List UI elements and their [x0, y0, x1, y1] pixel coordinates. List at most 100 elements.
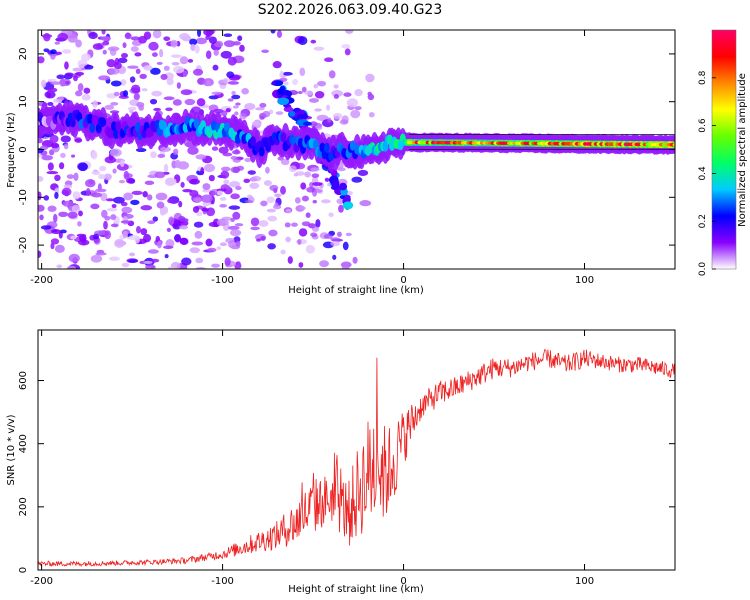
- heatmap-cell: [102, 49, 107, 55]
- spectrogram-x-ticks: -200 -100 0 100: [30, 30, 594, 286]
- heatmap-cell: [159, 48, 164, 58]
- colorbar-tick-label: 0.6: [698, 118, 708, 133]
- heatmap-cell: [77, 239, 90, 246]
- heatmap-cell: [123, 90, 129, 97]
- snr-series-line: [38, 349, 675, 568]
- heatmap-cell: [332, 112, 343, 120]
- heatmap-cell: [192, 206, 200, 213]
- heatmap-cell: [54, 174, 61, 182]
- heatmap-cell: [176, 82, 181, 89]
- heatmap-cell: [143, 260, 153, 264]
- heatmap-cell: [160, 73, 168, 81]
- heatmap-cell: [138, 35, 147, 44]
- y-tick-label: 400: [18, 434, 29, 453]
- heatmap-cell: [180, 89, 193, 96]
- heatmap-cell: [131, 84, 141, 94]
- heatmap-cell: [178, 32, 190, 40]
- heatmap-cell: [120, 201, 128, 207]
- heatmap-cell: [222, 152, 233, 157]
- heatmap-cell: [280, 132, 287, 143]
- heatmap-cell: [328, 70, 336, 79]
- heatmap-cell: [120, 53, 129, 59]
- heatmap-cell: [237, 35, 243, 42]
- heatmap-cell: [337, 231, 342, 238]
- heatmap-cell: [367, 93, 375, 101]
- snr-x-label: Height of straight line (km): [288, 584, 424, 595]
- heatmap-cell: [134, 236, 140, 244]
- heatmap-cell: [205, 238, 213, 247]
- heatmap-cell: [181, 257, 192, 266]
- heatmap-cell: [269, 184, 279, 192]
- heatmap-cell: [225, 237, 235, 244]
- heatmap-cell: [309, 223, 315, 229]
- heatmap-cell: [205, 50, 212, 60]
- heatmap-cell: [50, 81, 62, 85]
- heatmap-cell: [133, 92, 140, 101]
- heatmap-cell: [223, 77, 228, 84]
- heatmap-cell: [135, 225, 141, 234]
- heatmap-cell: [213, 40, 224, 48]
- heatmap-cell: [299, 206, 307, 211]
- heatmap-cell: [78, 210, 83, 217]
- heatmap-cell: [100, 36, 111, 41]
- heatmap-cell: [231, 94, 241, 100]
- heatmap-cell: [289, 110, 296, 117]
- heatmap-cell: [298, 228, 308, 237]
- heatmap-cell: [314, 90, 325, 99]
- heatmap-cell: [167, 266, 175, 269]
- heatmap-cell: [101, 30, 106, 35]
- heatmap-cell: [149, 98, 158, 105]
- heatmap-cell: [313, 46, 325, 51]
- heatmap-cell: [277, 97, 290, 106]
- colorbar: 0.0 0.2 0.4 0.6 0.8 Normalized spectral ampl…: [698, 29, 748, 277]
- heatmap-cell: [38, 176, 44, 182]
- heatmap-cell: [77, 83, 84, 92]
- heatmap-cell: [196, 211, 203, 217]
- heatmap-cell: [98, 165, 107, 172]
- heatmap-cell: [100, 192, 108, 202]
- heatmap-cell: [232, 105, 239, 109]
- heatmap-cell: [229, 229, 242, 237]
- heatmap-cell: [309, 98, 319, 103]
- colorbar-gradient: [711, 29, 737, 270]
- heatmap-cell: [189, 247, 201, 254]
- heatmap-cell: [146, 194, 153, 201]
- colorbar-tick-label: 0.0: [698, 262, 708, 277]
- heatmap-cell: [274, 202, 279, 208]
- heatmap-cell: [207, 247, 217, 253]
- heatmap-cell: [85, 187, 91, 197]
- heatmap-cell: [109, 148, 122, 157]
- x-tick-label: -200: [30, 275, 53, 286]
- heatmap-cell: [192, 68, 204, 76]
- heatmap-cell: [179, 225, 189, 230]
- heatmap-cell: [283, 81, 289, 86]
- snr-y-label: SNR (10 * v/v): [6, 414, 17, 485]
- heatmap-cell: [170, 39, 178, 48]
- heatmap-cell: [338, 204, 344, 213]
- heatmap-cell: [239, 44, 245, 52]
- heatmap-cell: [230, 193, 240, 200]
- x-tick-label: 100: [575, 275, 594, 286]
- heatmap-cell: [135, 148, 147, 153]
- x-tick-label: 0: [400, 275, 406, 286]
- heatmap-cell: [228, 205, 241, 210]
- heatmap-cell: [70, 235, 77, 240]
- heatmap-cell: [194, 230, 203, 239]
- heatmap-cell: [150, 258, 160, 263]
- heatmap-cell: [92, 100, 98, 108]
- heatmap-cell: [247, 170, 256, 175]
- heatmap-cell: [71, 204, 81, 213]
- x-tick-label: 0: [400, 576, 406, 587]
- heatmap-cell: [368, 111, 375, 118]
- heatmap-cell: [333, 93, 339, 100]
- heatmap-cell: [289, 165, 297, 173]
- snr-y-ticks: 0 200 400 600: [18, 371, 675, 573]
- heatmap-cell: [218, 146, 229, 154]
- heatmap-cell: [173, 65, 185, 74]
- heatmap-cell: [148, 41, 159, 51]
- heatmap-cell: [104, 173, 112, 181]
- heatmap-cell: [352, 256, 358, 264]
- heatmap-cell: [147, 220, 156, 225]
- heatmap-cell: [39, 214, 44, 221]
